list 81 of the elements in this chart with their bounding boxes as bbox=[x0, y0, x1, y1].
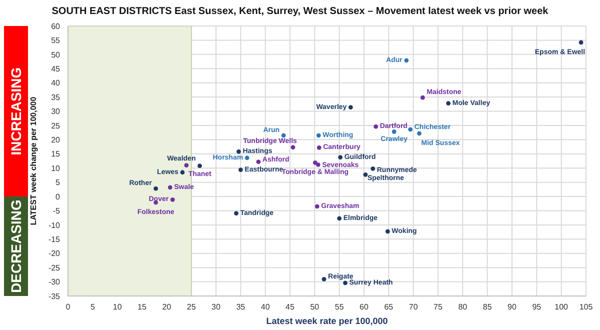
x-tick-label: 20 bbox=[162, 302, 172, 312]
point bbox=[363, 172, 368, 177]
x-tick-label: 105 bbox=[579, 302, 594, 312]
x-tick-label: 65 bbox=[384, 302, 394, 312]
x-tick-label: 55 bbox=[334, 302, 344, 312]
point bbox=[578, 40, 584, 45]
point bbox=[408, 127, 413, 132]
x-tick-label: 15 bbox=[138, 302, 147, 312]
y-tick-label: -15 bbox=[48, 235, 61, 244]
x-tick-label: 45 bbox=[286, 302, 295, 312]
y-tick-label: 5 bbox=[56, 178, 61, 188]
point bbox=[417, 131, 422, 136]
y-tick-label: 10 bbox=[51, 164, 61, 173]
x-tick-label: 85 bbox=[482, 302, 492, 312]
x-tick-label: 60 bbox=[360, 302, 369, 312]
y-tick-label: -20 bbox=[48, 249, 61, 258]
y-tick-label: -5 bbox=[52, 206, 61, 216]
y-tick-label: -30 bbox=[48, 278, 61, 287]
x-tick-label: 80 bbox=[458, 302, 468, 312]
x-axis-title: Latest week rate per 100,000 bbox=[266, 316, 388, 326]
x-tick-label: 100 bbox=[554, 302, 569, 312]
point bbox=[281, 133, 286, 138]
side-panel: DECREASING bbox=[4, 196, 28, 296]
y-tick-label: 40 bbox=[51, 78, 61, 88]
point bbox=[420, 95, 425, 100]
point bbox=[290, 145, 296, 150]
point bbox=[337, 216, 342, 221]
y-tick-label: 0 bbox=[56, 192, 61, 202]
x-tick-label: 90 bbox=[508, 302, 517, 312]
y-tick-label: 35 bbox=[51, 92, 61, 102]
point bbox=[322, 277, 326, 282]
point bbox=[198, 164, 202, 168]
point bbox=[312, 160, 318, 165]
x-tick-label: 40 bbox=[260, 302, 270, 312]
x-tick-label: 95 bbox=[532, 302, 542, 312]
y-tick-label: -10 bbox=[48, 220, 61, 230]
x-tick-label: 25 bbox=[186, 302, 196, 312]
point bbox=[234, 211, 238, 216]
y-tick-label: 55 bbox=[51, 36, 61, 46]
point bbox=[316, 133, 321, 138]
x-tick-label: 0 bbox=[66, 302, 71, 312]
y-tick-label: 25 bbox=[51, 121, 61, 130]
y-tick-label: 30 bbox=[51, 107, 61, 116]
x-tick-label: 70 bbox=[408, 302, 418, 312]
point bbox=[180, 170, 185, 175]
point bbox=[374, 124, 378, 129]
point bbox=[314, 204, 320, 209]
point bbox=[348, 105, 353, 110]
y-tick-label: 45 bbox=[51, 64, 61, 74]
y-tick-label: 60 bbox=[51, 22, 61, 31]
point bbox=[446, 101, 451, 106]
y-tick-label: -35 bbox=[48, 292, 61, 301]
point bbox=[238, 168, 243, 172]
y-tick-label: 50 bbox=[51, 50, 61, 60]
point bbox=[244, 156, 250, 160]
point bbox=[404, 58, 409, 63]
point bbox=[170, 197, 175, 202]
x-tick-label: 75 bbox=[434, 302, 443, 312]
point bbox=[256, 160, 261, 164]
y-axis-title: LATEST week change per 100,000 bbox=[29, 96, 38, 226]
point bbox=[168, 185, 172, 190]
point bbox=[236, 149, 241, 154]
y-tick-label: 20 bbox=[51, 136, 61, 145]
x-tick-label: 10 bbox=[112, 302, 122, 312]
x-tick-label: 5 bbox=[90, 302, 96, 312]
x-tick-label: 35 bbox=[236, 302, 246, 312]
y-tick-label: 15 bbox=[51, 150, 61, 159]
point bbox=[370, 166, 376, 171]
x-tick-label: 50 bbox=[310, 302, 320, 312]
point bbox=[184, 163, 189, 168]
x-tick-label: 30 bbox=[212, 302, 221, 312]
point bbox=[154, 186, 158, 191]
point bbox=[392, 130, 396, 134]
point bbox=[316, 162, 320, 167]
point bbox=[385, 229, 390, 234]
point bbox=[316, 145, 322, 150]
y-tick-label: -25 bbox=[48, 263, 61, 272]
point bbox=[343, 280, 348, 286]
point bbox=[338, 155, 343, 160]
side-panel: INCREASING bbox=[4, 26, 28, 197]
chart-title: SOUTH EAST DISTRICTS East Sussex, Kent, Surrey, West Sussex – Movement latest week vs prior week bbox=[50, 6, 550, 17]
